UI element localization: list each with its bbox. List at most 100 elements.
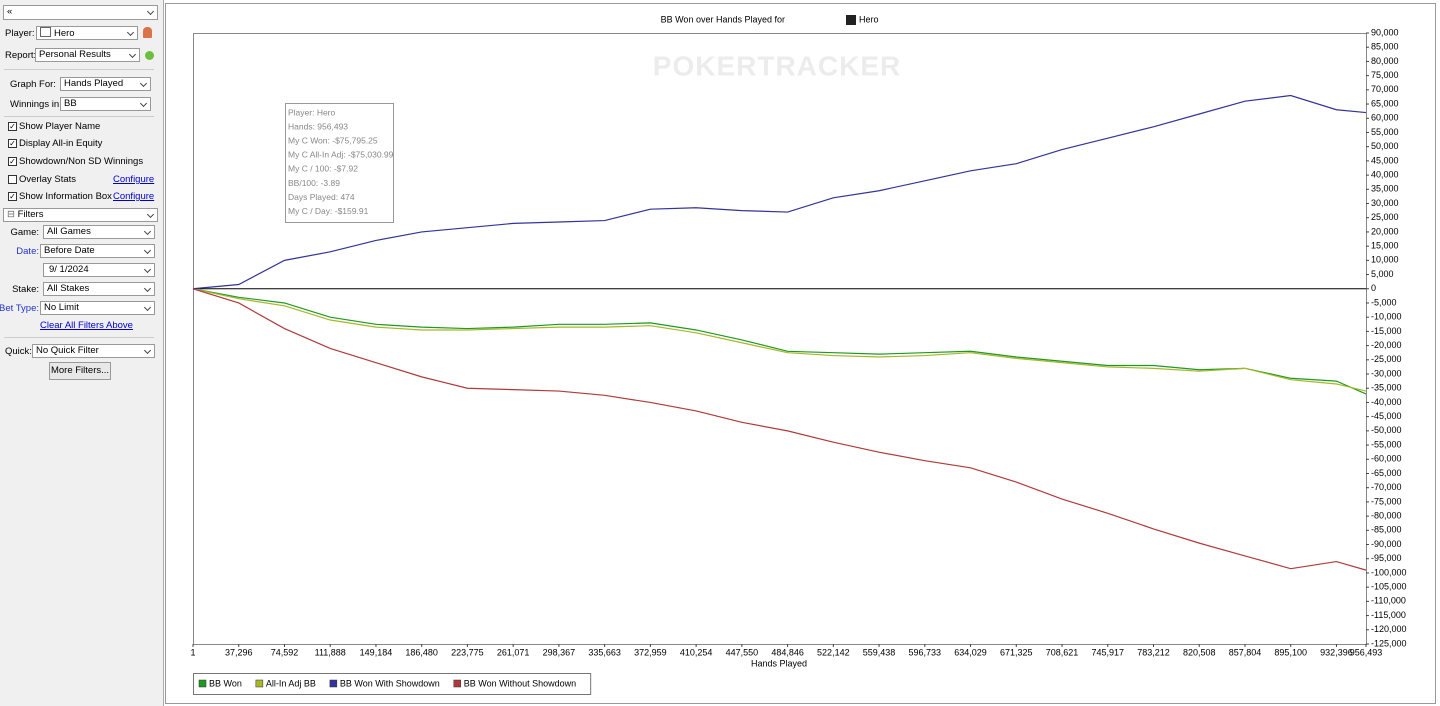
player-icon[interactable] xyxy=(143,27,152,38)
filters-header[interactable]: ⊟ Filters xyxy=(3,208,158,222)
legend-label: BB Won With Showdown xyxy=(340,678,440,688)
checkbox[interactable]: ✓ xyxy=(8,122,17,131)
label: Bet Type: xyxy=(0,303,39,314)
y-tick-label: 35,000 xyxy=(1371,184,1399,194)
info-line: My C Won: -$75,795.25 xyxy=(288,135,378,145)
legend-label: BB Won Without Showdown xyxy=(464,678,576,688)
date-input[interactable]: 9/ 1/2024 xyxy=(43,263,155,277)
game-select[interactable]: All Games xyxy=(43,225,155,239)
y-tick-label: -120,000 xyxy=(1371,624,1407,634)
x-tick-label: 186,480 xyxy=(405,647,438,657)
value: Hero xyxy=(54,28,75,39)
x-tick-label: 223,775 xyxy=(451,647,484,657)
x-tick-label: 335,663 xyxy=(588,647,621,657)
y-tick-label: -30,000 xyxy=(1371,368,1402,378)
y-tick-label: -70,000 xyxy=(1371,482,1402,492)
x-tick-label: 932,396 xyxy=(1320,647,1353,657)
checkbox-label: Display All-in Equity xyxy=(19,138,103,149)
x-tick-label: 634,029 xyxy=(954,647,987,657)
info-line: My C / 100: -$7.92 xyxy=(288,164,358,174)
winnings-select[interactable]: BB xyxy=(60,97,151,111)
y-tick-label: -60,000 xyxy=(1371,454,1402,464)
x-tick-label: 410,254 xyxy=(680,647,713,657)
y-tick-label: -115,000 xyxy=(1371,610,1406,620)
x-tick-label: 671,325 xyxy=(1000,647,1033,657)
report-select[interactable]: Personal Results xyxy=(35,48,140,62)
y-tick-label: -40,000 xyxy=(1371,397,1402,407)
y-tick-label: 25,000 xyxy=(1371,212,1399,222)
player-icon xyxy=(846,15,856,25)
checkbox[interactable]: ✓ xyxy=(8,157,17,166)
info-line: Player: Hero xyxy=(288,107,336,117)
y-tick-label: -25,000 xyxy=(1371,354,1402,364)
info-line: Days Played: 474 xyxy=(288,192,355,202)
x-tick-label: 956,493 xyxy=(1350,647,1383,657)
chart-title-player: Hero xyxy=(859,14,879,24)
x-tick-label: 372,959 xyxy=(634,647,667,657)
configure-link[interactable]: Configure xyxy=(113,191,155,202)
checkbox-label: Showdown/Non SD Winnings xyxy=(19,156,144,167)
help-icon[interactable] xyxy=(145,51,154,60)
more-filters-button[interactable]: More Filters... xyxy=(49,362,111,380)
legend xyxy=(193,673,592,695)
label: Graph For: xyxy=(10,79,56,90)
search-box[interactable]: « xyxy=(3,5,158,20)
separator xyxy=(4,69,154,70)
chart: POKERTRACKER BB Won over Hands Played fo… xyxy=(165,3,1436,704)
value: No Limit xyxy=(44,302,79,313)
x-tick-label: 74,592 xyxy=(271,647,299,657)
y-tick-label: 30,000 xyxy=(1371,198,1399,208)
checkbox[interactable]: ✓ xyxy=(8,192,17,201)
checkbox[interactable]: ✓ xyxy=(8,139,17,148)
y-tick-label: -20,000 xyxy=(1371,340,1402,350)
separator xyxy=(4,116,154,117)
y-tick-label: -105,000 xyxy=(1371,582,1407,592)
search-text: « xyxy=(7,6,13,17)
y-tick-label: 85,000 xyxy=(1371,42,1399,52)
date-select[interactable]: Before Date xyxy=(40,244,155,258)
y-tick-label: -55,000 xyxy=(1371,439,1402,449)
x-tick-label: 261,071 xyxy=(497,647,530,657)
info-line: My C / Day: -$159.91 xyxy=(288,206,369,216)
y-tick-label: -80,000 xyxy=(1371,510,1402,520)
x-tick-label: 447,550 xyxy=(726,647,759,657)
checkbox-label: Overlay Stats xyxy=(19,174,77,185)
quick-select[interactable]: No Quick Filter xyxy=(32,344,155,358)
label: Date: xyxy=(16,246,39,257)
y-tick-label: -50,000 xyxy=(1371,425,1402,435)
y-tick-label: 20,000 xyxy=(1371,226,1399,236)
configure-link[interactable]: Configure xyxy=(113,174,155,185)
y-tick-label: -5,000 xyxy=(1371,297,1397,307)
player-select[interactable]: Hero xyxy=(36,26,138,40)
y-tick-label: -65,000 xyxy=(1371,468,1402,478)
plot-frame xyxy=(193,33,1367,645)
watermark: POKERTRACKER xyxy=(653,50,901,81)
y-tick-label: -95,000 xyxy=(1371,553,1402,563)
graph-for-select[interactable]: Hands Played xyxy=(60,77,151,91)
bet-type-select[interactable]: No Limit xyxy=(40,301,155,315)
clear-filters-link[interactable]: Clear All Filters Above xyxy=(40,320,133,331)
sidebar: « Player: Hero Report: Personal Results … xyxy=(0,0,164,706)
x-tick-label: 783,212 xyxy=(1137,647,1170,657)
legend-label: BB Won xyxy=(209,678,242,688)
y-tick-label: -10,000 xyxy=(1371,312,1402,322)
y-tick-label: -90,000 xyxy=(1371,539,1402,549)
series-line xyxy=(192,94,1367,290)
x-tick-label: 596,733 xyxy=(909,647,942,657)
y-tick-label: 50,000 xyxy=(1371,141,1399,151)
x-tick-label: 37,296 xyxy=(225,647,253,657)
info-line: My C All-In Adj: -$75,030.99 xyxy=(288,150,394,160)
x-tick-label: 745,917 xyxy=(1091,647,1124,657)
x-tick-label: 1 xyxy=(190,647,195,657)
label: Quick: xyxy=(5,346,32,357)
value: Before Date xyxy=(44,245,95,256)
y-tick-label: -85,000 xyxy=(1371,525,1402,535)
stake-select[interactable]: All Stakes xyxy=(43,282,155,296)
legend-swatch xyxy=(453,679,462,688)
x-tick-label: 298,367 xyxy=(543,647,576,657)
legend-label: All-In Adj BB xyxy=(266,678,316,688)
checkbox[interactable] xyxy=(8,175,17,184)
label: Player: xyxy=(5,28,35,39)
value: Hands Played xyxy=(64,78,124,89)
